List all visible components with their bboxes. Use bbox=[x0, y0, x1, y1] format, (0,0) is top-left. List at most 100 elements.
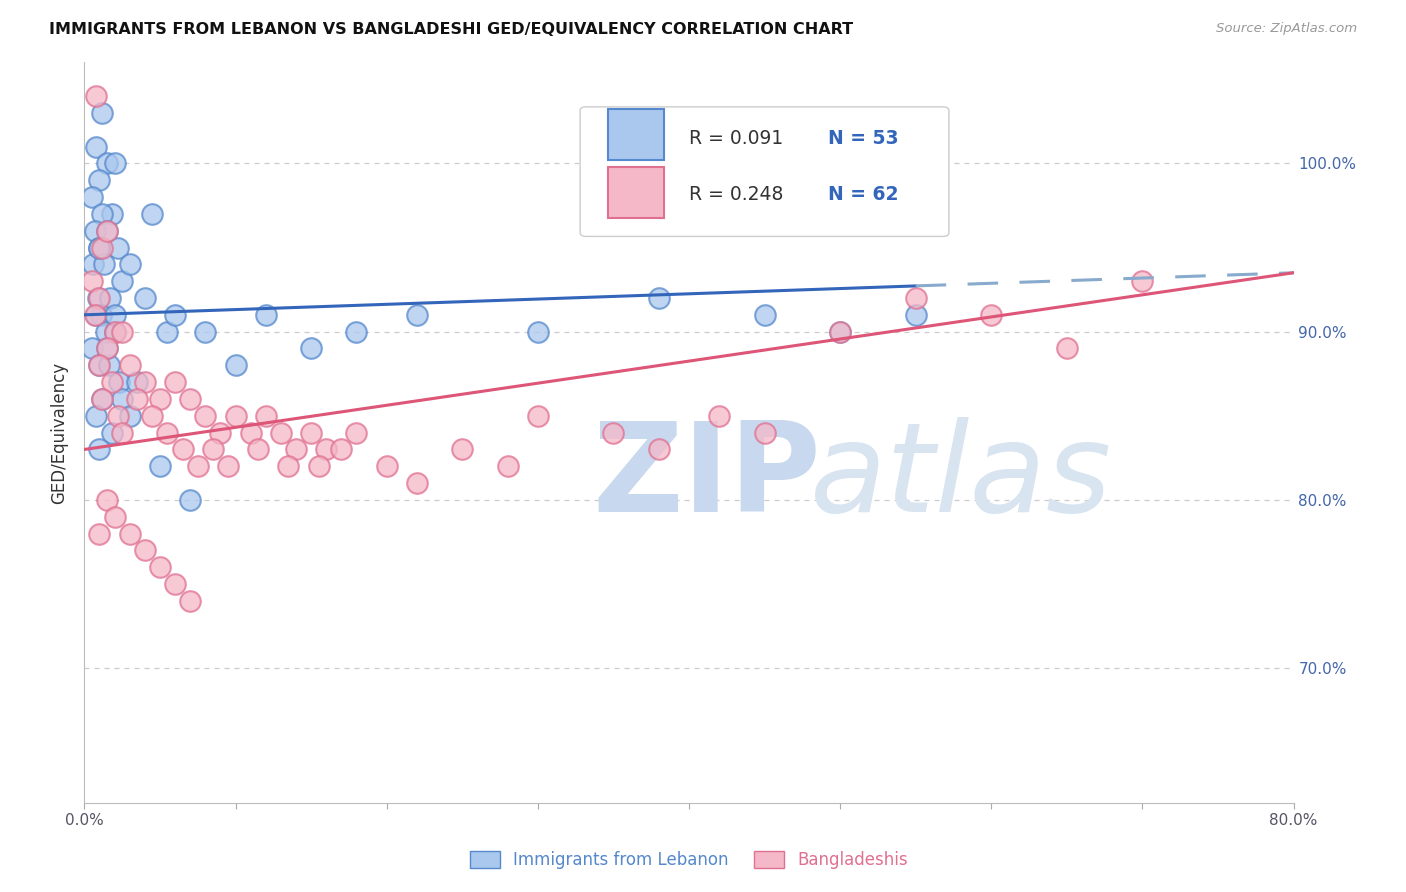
Point bbox=[127, 375, 149, 389]
Point bbox=[91, 106, 114, 120]
Text: IMMIGRANTS FROM LEBANON VS BANGLADESHI GED/EQUIVALENCY CORRELATION CHART: IMMIGRANTS FROM LEBANON VS BANGLADESHI G… bbox=[49, 22, 853, 37]
Point bbox=[86, 139, 108, 153]
Text: R = 0.248: R = 0.248 bbox=[689, 185, 783, 203]
Point bbox=[107, 241, 129, 255]
Point bbox=[904, 308, 927, 322]
Point bbox=[96, 492, 118, 507]
Point bbox=[179, 594, 201, 608]
Point bbox=[91, 241, 114, 255]
Point bbox=[149, 392, 172, 406]
Point bbox=[406, 308, 429, 322]
Point bbox=[87, 291, 110, 305]
Point bbox=[107, 409, 129, 423]
Point bbox=[239, 425, 262, 440]
Point bbox=[91, 207, 114, 221]
Point bbox=[118, 409, 141, 423]
Point bbox=[118, 257, 141, 271]
Point bbox=[90, 308, 112, 322]
Point bbox=[1132, 274, 1154, 288]
Point bbox=[82, 257, 104, 271]
Point bbox=[149, 459, 172, 474]
Point bbox=[254, 308, 277, 322]
Point bbox=[254, 409, 277, 423]
Point bbox=[111, 274, 134, 288]
Point bbox=[80, 274, 103, 288]
Point bbox=[111, 425, 134, 440]
Point bbox=[346, 425, 368, 440]
Point bbox=[100, 375, 122, 389]
Point bbox=[270, 425, 292, 440]
Point bbox=[89, 442, 111, 457]
Point bbox=[100, 425, 122, 440]
Point bbox=[96, 342, 118, 356]
Point bbox=[602, 425, 624, 440]
Point bbox=[96, 156, 118, 170]
FancyBboxPatch shape bbox=[607, 109, 665, 161]
Point bbox=[94, 325, 117, 339]
Point bbox=[156, 325, 179, 339]
Point bbox=[96, 224, 118, 238]
Point bbox=[80, 342, 103, 356]
Point bbox=[187, 459, 209, 474]
Point bbox=[451, 442, 474, 457]
Point bbox=[104, 509, 127, 524]
Text: atlas: atlas bbox=[810, 417, 1112, 538]
Point bbox=[89, 526, 111, 541]
Point bbox=[709, 409, 731, 423]
Point bbox=[209, 425, 232, 440]
Point bbox=[127, 392, 149, 406]
Point bbox=[904, 291, 927, 305]
Text: N = 53: N = 53 bbox=[828, 129, 898, 148]
Point bbox=[89, 291, 111, 305]
Point bbox=[98, 291, 121, 305]
Legend: Immigrants from Lebanon, Bangladeshis: Immigrants from Lebanon, Bangladeshis bbox=[464, 845, 914, 876]
Point bbox=[165, 308, 187, 322]
Point bbox=[830, 325, 852, 339]
Point bbox=[277, 459, 299, 474]
Point bbox=[111, 392, 134, 406]
Point bbox=[156, 425, 179, 440]
Text: R = 0.091: R = 0.091 bbox=[689, 129, 783, 148]
Point bbox=[648, 442, 671, 457]
Point bbox=[89, 241, 111, 255]
Point bbox=[217, 459, 239, 474]
Point bbox=[91, 392, 114, 406]
Point bbox=[118, 526, 141, 541]
Point bbox=[179, 392, 201, 406]
Point bbox=[496, 459, 519, 474]
Y-axis label: GED/Equivalency: GED/Equivalency bbox=[51, 361, 69, 504]
Point bbox=[375, 459, 398, 474]
Text: ZIP: ZIP bbox=[592, 417, 821, 538]
Point bbox=[111, 325, 134, 339]
Point bbox=[346, 325, 368, 339]
Point bbox=[315, 442, 337, 457]
Point bbox=[1056, 342, 1078, 356]
Point bbox=[104, 325, 127, 339]
Point bbox=[285, 442, 308, 457]
Point bbox=[406, 476, 429, 491]
Point bbox=[225, 409, 247, 423]
Point bbox=[104, 325, 127, 339]
Point bbox=[86, 89, 108, 103]
FancyBboxPatch shape bbox=[607, 167, 665, 218]
Point bbox=[194, 409, 217, 423]
Point bbox=[527, 409, 550, 423]
Point bbox=[225, 359, 247, 373]
Point bbox=[299, 425, 322, 440]
Point bbox=[84, 224, 107, 238]
Point bbox=[89, 173, 111, 187]
Point bbox=[118, 359, 141, 373]
Point bbox=[527, 325, 550, 339]
Point bbox=[97, 359, 120, 373]
Point bbox=[830, 325, 852, 339]
Point bbox=[96, 342, 118, 356]
Point bbox=[141, 409, 163, 423]
Point bbox=[86, 409, 108, 423]
Point bbox=[84, 308, 107, 322]
Point bbox=[172, 442, 194, 457]
Point bbox=[299, 342, 322, 356]
Point bbox=[194, 325, 217, 339]
Point bbox=[100, 207, 122, 221]
Text: N = 62: N = 62 bbox=[828, 185, 898, 203]
Point bbox=[104, 156, 127, 170]
